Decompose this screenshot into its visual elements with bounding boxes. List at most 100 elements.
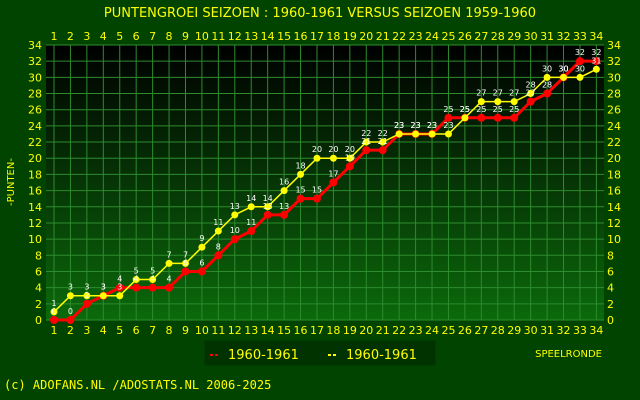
data-point: [198, 243, 206, 251]
data-label: 23: [410, 121, 420, 130]
data-label: 14: [246, 194, 256, 203]
data-label: 13: [230, 202, 240, 211]
x-tick-label-bottom: 8: [166, 324, 173, 337]
data-point: [116, 292, 124, 300]
y-tick-label-left: 28: [28, 88, 42, 101]
data-point: [148, 283, 157, 292]
data-label: 7: [183, 250, 188, 259]
data-label: 27: [493, 89, 503, 98]
x-tick-label-bottom: 20: [359, 324, 373, 337]
data-point: [543, 73, 551, 81]
data-label: 4: [117, 275, 122, 284]
y-tick-label-right: 30: [607, 71, 621, 84]
x-tick-label-bottom: 18: [326, 324, 340, 337]
data-point: [247, 203, 255, 211]
y-tick-label-left: 0: [35, 314, 42, 327]
data-point: [477, 98, 485, 106]
data-point: [510, 113, 519, 122]
data-label: 23: [410, 121, 420, 130]
data-label: 28: [526, 81, 536, 90]
x-tick-label-top: 1: [51, 30, 58, 43]
data-point: [214, 227, 222, 235]
data-label: 23: [394, 121, 404, 130]
y-tick-label-left: 6: [35, 265, 42, 278]
x-tick-label-top: 27: [474, 30, 488, 43]
data-point: [165, 283, 174, 292]
data-point: [165, 259, 173, 267]
data-point: [230, 235, 239, 244]
data-label: 25: [509, 105, 519, 114]
data-point: [149, 276, 157, 284]
x-tick-label-bottom: 28: [491, 324, 505, 337]
data-label: 10: [230, 226, 240, 235]
data-point: [231, 211, 239, 219]
data-label: 20: [328, 145, 338, 154]
x-tick-label-bottom: 27: [474, 324, 488, 337]
y-tick-label-right: 34: [607, 39, 621, 52]
data-point: [395, 130, 403, 138]
x-tick-label-bottom: 11: [211, 324, 225, 337]
data-point: [82, 299, 91, 308]
y-tick-label-left: 34: [28, 39, 42, 52]
data-point: [50, 308, 58, 316]
data-label: 30: [558, 64, 568, 73]
x-tick-label-top: 11: [211, 30, 225, 43]
x-tick-label-bottom: 14: [261, 324, 275, 337]
x-tick-label-top: 14: [261, 30, 275, 43]
y-tick-label-right: 8: [607, 249, 614, 262]
data-label: 19: [345, 153, 355, 162]
y-tick-label-right: 32: [607, 55, 621, 68]
x-tick-label-top: 30: [524, 30, 538, 43]
data-point: [297, 170, 305, 178]
legend-label-2: 1960-1961: [346, 348, 417, 363]
data-point: [378, 146, 387, 155]
data-point: [346, 154, 354, 162]
data-label: 20: [345, 145, 355, 154]
x-tick-label-top: 22: [392, 30, 406, 43]
data-label: 21: [361, 137, 371, 146]
x-tick-label-bottom: 19: [343, 324, 357, 337]
x-tick-label-bottom: 24: [425, 324, 439, 337]
data-label: 27: [526, 89, 536, 98]
x-tick-label-bottom: 30: [524, 324, 538, 337]
x-tick-label-top: 17: [310, 30, 324, 43]
data-point: [362, 146, 371, 155]
y-tick-label-right: 2: [607, 298, 614, 311]
data-point: [50, 316, 58, 324]
data-label: 25: [493, 105, 503, 114]
chart-title: PUNTENGROEI SEIZOEN : 1960-1961 VERSUS S…: [104, 6, 536, 21]
data-point: [83, 292, 91, 300]
y-tick-label-left: 22: [28, 136, 42, 149]
y-tick-label-left: 18: [28, 168, 42, 181]
legend-label-1: 1960-1961: [228, 348, 299, 363]
data-label: 4: [167, 275, 172, 284]
data-label: 4: [150, 275, 155, 284]
data-point: [560, 73, 568, 81]
y-tick-label-left: 30: [28, 71, 42, 84]
y-tick-label-left: 12: [28, 217, 42, 230]
data-point: [379, 138, 387, 146]
data-label: 8: [216, 242, 221, 251]
x-tick-label-bottom: 16: [294, 324, 308, 337]
data-label: 5: [134, 267, 139, 276]
y-tick-label-left: 2: [35, 298, 42, 311]
y-tick-label-left: 26: [28, 104, 42, 117]
data-label: 3: [117, 283, 122, 292]
y-tick-label-right: 28: [607, 88, 621, 101]
x-tick-label-top: 32: [557, 30, 571, 43]
data-label: 18: [295, 161, 305, 170]
data-point: [181, 259, 189, 267]
data-label: 21: [378, 137, 388, 146]
y-tick-label-left: 4: [35, 282, 42, 295]
x-tick-label-bottom: 3: [83, 324, 90, 337]
y-tick-label-left: 20: [28, 152, 42, 165]
data-point: [444, 130, 452, 138]
x-tick-label-top: 4: [100, 30, 107, 43]
y-axis-label: -PUNTEN-: [6, 158, 17, 206]
y-tick-label-right: 24: [607, 120, 621, 133]
data-point: [576, 73, 584, 81]
x-tick-label-top: 8: [166, 30, 173, 43]
